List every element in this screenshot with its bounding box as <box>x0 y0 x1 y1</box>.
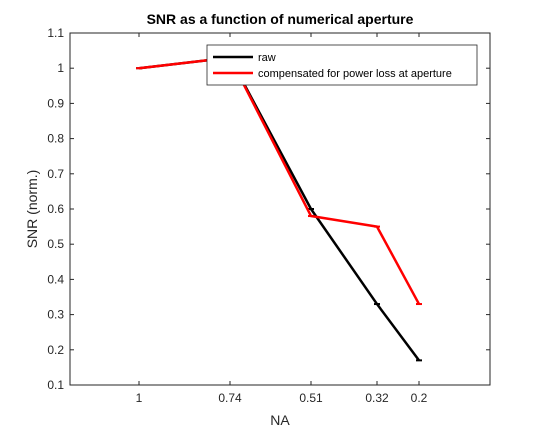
y-tick-label: 0.4 <box>47 272 64 286</box>
x-tick-label: 0.74 <box>218 391 242 405</box>
x-tick-label: 0.2 <box>411 391 428 405</box>
legend-label-compensated: compensated for power loss at aperture <box>258 68 452 80</box>
y-tick-label: 0.2 <box>47 343 64 357</box>
x-tick-label: 0.32 <box>365 391 389 405</box>
y-tick-label: 1 <box>57 61 64 75</box>
y-tick-label: 0.1 <box>47 378 64 392</box>
y-axis: 0.1 0.2 0.3 0.4 0.5 0.6 0.7 0.8 0.9 1 1.1 <box>47 26 490 392</box>
y-tick-label: 0.9 <box>47 96 64 110</box>
y-axis-label: SNR (norm.) <box>24 170 40 249</box>
legend-label-raw: raw <box>258 52 276 64</box>
x-tick-label: 0.51 <box>299 391 323 405</box>
chart-title: SNR as a function of numerical aperture <box>147 11 414 27</box>
y-tick-label: 0.6 <box>47 202 64 216</box>
y-tick-label: 0.7 <box>47 167 64 181</box>
y-tick-label: 1.1 <box>47 26 64 40</box>
legend-box <box>206 44 478 86</box>
plot-background <box>70 33 490 385</box>
y-tick-label: 0.3 <box>47 308 64 322</box>
series-layer <box>136 56 422 362</box>
legend: raw compensated for power loss at apertu… <box>206 44 478 86</box>
x-axis-label: NA <box>270 412 290 428</box>
y-tick-label: 0.8 <box>47 132 64 146</box>
y-tick-label: 0.5 <box>47 237 64 251</box>
x-axis: 1 0.74 0.51 0.32 0.2 <box>136 33 428 405</box>
x-tick-label: 1 <box>136 391 143 405</box>
